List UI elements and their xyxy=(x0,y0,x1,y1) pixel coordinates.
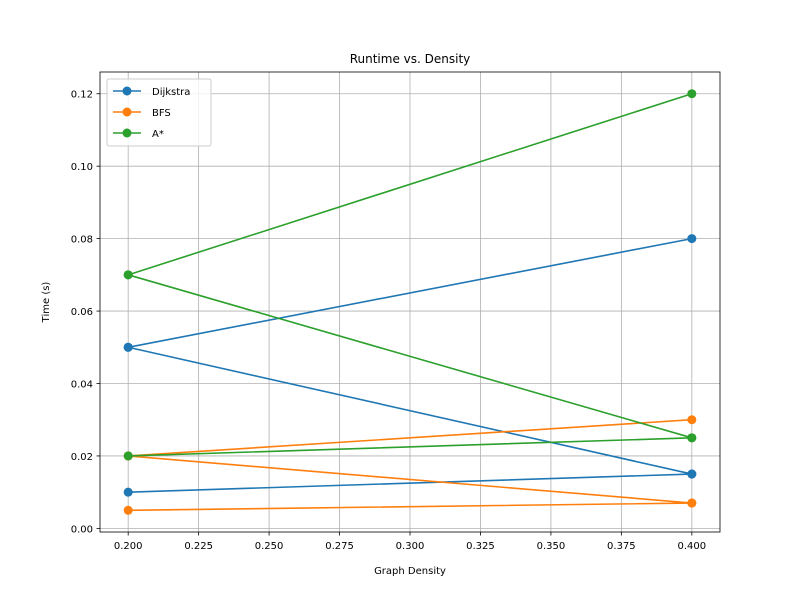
legend-swatch-marker xyxy=(122,86,132,96)
y-axis-label: Time (s) xyxy=(41,282,52,324)
series-dijkstra xyxy=(123,234,697,497)
x-tick-label: 0.225 xyxy=(184,541,213,552)
data-point-bfs xyxy=(687,415,697,425)
y-tick-label: 0.08 xyxy=(71,235,93,246)
x-tick-label: 0.350 xyxy=(537,541,566,552)
data-point-dijkstra xyxy=(123,342,133,352)
data-point-a xyxy=(687,433,697,443)
data-point-dijkstra xyxy=(123,487,133,497)
y-tick-label: 0.12 xyxy=(71,90,93,101)
legend-label: BFS xyxy=(152,108,171,119)
series-a xyxy=(123,89,697,461)
legend-swatch-marker xyxy=(122,107,132,117)
x-tick-label: 0.250 xyxy=(255,541,284,552)
legend-swatch-marker xyxy=(122,128,132,138)
legend-label: A* xyxy=(152,129,164,140)
data-point-dijkstra xyxy=(687,234,697,244)
x-axis-label: Graph Density xyxy=(374,566,446,577)
x-tick-label: 0.400 xyxy=(677,541,706,552)
y-tick-label: 0.06 xyxy=(71,307,93,318)
x-tick-label: 0.325 xyxy=(466,541,495,552)
series-layer xyxy=(123,89,697,515)
chart-title: Runtime vs. Density xyxy=(350,52,471,66)
x-tick-label: 0.275 xyxy=(325,541,354,552)
y-tick-label: 0.00 xyxy=(71,524,93,535)
data-point-a xyxy=(687,89,697,99)
x-tick-label: 0.200 xyxy=(114,541,143,552)
series-line-dijkstra xyxy=(127,237,693,493)
data-point-dijkstra xyxy=(687,469,697,479)
data-point-bfs xyxy=(687,498,697,508)
y-tick-label: 0.02 xyxy=(71,452,93,463)
series-line-a xyxy=(127,92,693,457)
data-point-a xyxy=(123,270,133,280)
x-tick-label: 0.300 xyxy=(396,541,425,552)
grid-lines xyxy=(100,72,720,532)
data-point-bfs xyxy=(123,505,133,515)
legend-box xyxy=(106,78,212,147)
legend-label: Dijkstra xyxy=(152,87,190,98)
x-tick-label: 0.375 xyxy=(607,541,636,552)
axis-ticks: 0.200 0.225 0.250 0.275 0.300 0.325 0.350 0.375… xyxy=(71,90,706,552)
legend: Dijkstra BFS A* xyxy=(106,78,212,147)
y-tick-label: 0.10 xyxy=(71,162,93,173)
series-line-bfs xyxy=(127,418,693,512)
y-tick-label: 0.04 xyxy=(71,379,93,390)
data-point-a xyxy=(123,451,133,461)
